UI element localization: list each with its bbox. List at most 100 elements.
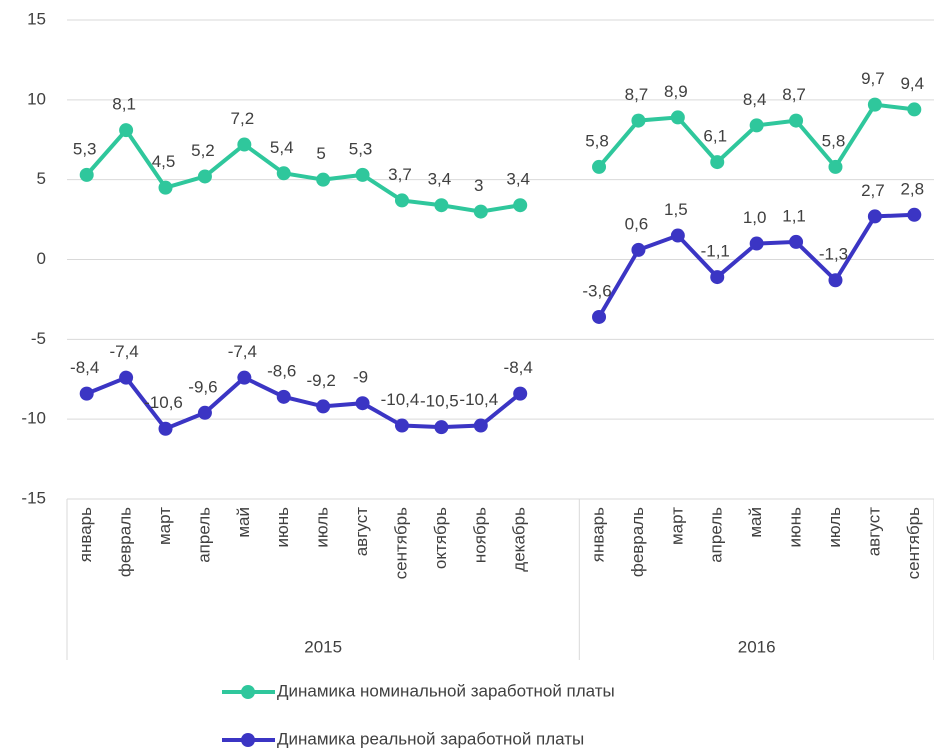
data-label: 1,0 xyxy=(743,208,767,227)
data-label: 1,1 xyxy=(782,206,806,225)
data-label: -10,4 xyxy=(459,390,498,409)
data-label: -8,4 xyxy=(70,358,99,377)
point xyxy=(828,273,843,288)
data-label: 5,3 xyxy=(73,139,97,158)
point xyxy=(631,113,646,128)
x-tick-label: октябрь xyxy=(431,507,450,569)
x-tick-label: сентябрь xyxy=(904,507,923,580)
x-tick-label: февраль xyxy=(628,507,647,577)
data-label: 8,4 xyxy=(743,90,767,109)
data-label: -7,4 xyxy=(228,342,257,361)
data-label: 3,4 xyxy=(428,170,452,189)
data-label: -9 xyxy=(353,368,368,387)
data-label: 0,6 xyxy=(625,214,649,233)
point xyxy=(828,159,843,174)
point xyxy=(670,110,685,125)
data-label: 5,8 xyxy=(822,131,846,150)
legend-marker xyxy=(241,685,255,699)
data-label: 8,1 xyxy=(112,95,136,114)
data-label: -9,6 xyxy=(188,377,217,396)
y-tick-label: -15 xyxy=(21,488,46,507)
x-tick-label: июнь xyxy=(786,507,805,548)
point xyxy=(513,386,528,401)
y-tick-label: 0 xyxy=(37,249,46,268)
point xyxy=(394,193,409,208)
point xyxy=(867,97,882,112)
data-label: 9,7 xyxy=(861,69,885,88)
data-label: -10,5 xyxy=(420,392,459,411)
data-label: 4,5 xyxy=(152,152,176,171)
point xyxy=(355,167,370,182)
point xyxy=(749,118,764,133)
point xyxy=(749,236,764,251)
point xyxy=(710,270,725,285)
point xyxy=(237,137,252,152)
point xyxy=(592,159,607,174)
legend-marker xyxy=(241,733,255,747)
data-label: 8,7 xyxy=(782,85,806,104)
data-label: -9,2 xyxy=(307,371,336,390)
x-tick-label: июль xyxy=(825,507,844,548)
legend-label: Динамика номинальной заработной платы xyxy=(277,681,615,700)
x-tick-label: январь xyxy=(76,507,95,562)
data-label: 8,9 xyxy=(664,82,688,101)
point xyxy=(789,113,804,128)
point xyxy=(158,180,173,195)
group-label: 2016 xyxy=(738,637,776,656)
point xyxy=(158,421,173,436)
point xyxy=(197,405,212,420)
group-label: 2015 xyxy=(304,637,342,656)
point xyxy=(316,172,331,187)
data-label: 8,7 xyxy=(625,85,649,104)
point xyxy=(907,207,922,222)
point xyxy=(119,123,134,138)
x-tick-label: март xyxy=(155,507,174,545)
x-tick-label: март xyxy=(667,507,686,545)
point xyxy=(197,169,212,184)
point xyxy=(631,242,646,257)
data-label: -1,3 xyxy=(819,245,848,264)
y-tick-label: 5 xyxy=(37,169,46,188)
x-tick-label: август xyxy=(352,507,371,556)
data-label: 5,2 xyxy=(191,141,215,160)
data-label: -7,4 xyxy=(109,342,138,361)
data-label: -10,6 xyxy=(144,393,183,412)
data-label: 2,8 xyxy=(900,179,924,198)
point xyxy=(237,370,252,385)
point xyxy=(434,198,449,213)
point xyxy=(394,418,409,433)
x-tick-label: декабрь xyxy=(510,507,529,572)
x-tick-label: январь xyxy=(589,507,608,562)
data-label: 5,4 xyxy=(270,138,294,157)
data-label: 3 xyxy=(474,176,483,195)
point xyxy=(473,418,488,433)
point xyxy=(434,420,449,435)
data-label: -1,1 xyxy=(701,242,730,261)
data-label: 7,2 xyxy=(231,109,255,128)
data-label: 5,8 xyxy=(585,131,609,150)
point xyxy=(79,386,94,401)
x-tick-label: июнь xyxy=(273,507,292,548)
y-tick-label: -10 xyxy=(21,409,46,428)
data-label: 9,4 xyxy=(900,74,924,93)
data-label: 5 xyxy=(316,144,325,163)
point xyxy=(710,155,725,170)
point xyxy=(592,309,607,324)
point xyxy=(513,198,528,213)
x-tick-label: май xyxy=(746,507,765,538)
data-label: -10,4 xyxy=(381,390,420,409)
y-tick-label: 10 xyxy=(27,89,46,108)
point xyxy=(119,370,134,385)
x-tick-label: май xyxy=(234,507,253,538)
series-line xyxy=(597,102,915,171)
point xyxy=(316,399,331,414)
data-label: 3,4 xyxy=(506,170,530,189)
x-tick-label: ноябрь xyxy=(470,507,489,563)
point xyxy=(789,234,804,249)
data-label: 5,3 xyxy=(349,139,373,158)
point xyxy=(473,204,488,219)
x-tick-label: апрель xyxy=(194,507,213,563)
x-tick-label: август xyxy=(864,507,883,556)
point xyxy=(867,209,882,224)
